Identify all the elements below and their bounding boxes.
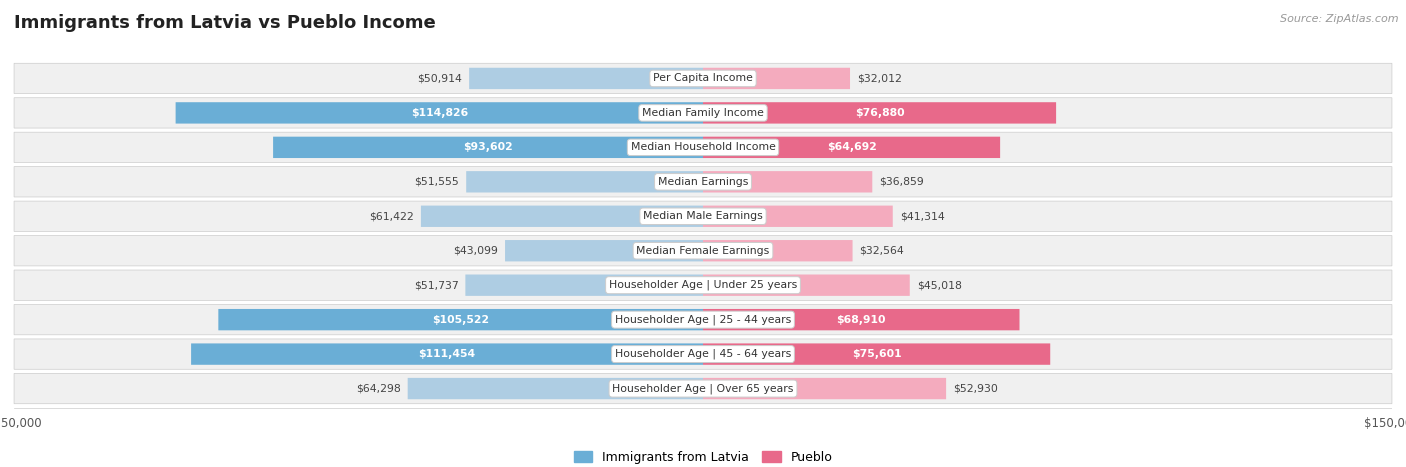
FancyBboxPatch shape bbox=[703, 275, 910, 296]
Text: $93,602: $93,602 bbox=[463, 142, 513, 152]
Text: Median Female Earnings: Median Female Earnings bbox=[637, 246, 769, 256]
FancyBboxPatch shape bbox=[14, 63, 1392, 93]
FancyBboxPatch shape bbox=[703, 240, 852, 262]
FancyBboxPatch shape bbox=[14, 201, 1392, 232]
Text: Householder Age | 25 - 44 years: Householder Age | 25 - 44 years bbox=[614, 314, 792, 325]
Text: Source: ZipAtlas.com: Source: ZipAtlas.com bbox=[1281, 14, 1399, 24]
FancyBboxPatch shape bbox=[191, 343, 703, 365]
FancyBboxPatch shape bbox=[703, 378, 946, 399]
Text: $43,099: $43,099 bbox=[453, 246, 498, 256]
FancyBboxPatch shape bbox=[703, 171, 872, 192]
FancyBboxPatch shape bbox=[703, 137, 1000, 158]
FancyBboxPatch shape bbox=[470, 68, 703, 89]
FancyBboxPatch shape bbox=[420, 205, 703, 227]
Text: Median Male Earnings: Median Male Earnings bbox=[643, 211, 763, 221]
Legend: Immigrants from Latvia, Pueblo: Immigrants from Latvia, Pueblo bbox=[568, 446, 838, 467]
FancyBboxPatch shape bbox=[14, 374, 1392, 404]
FancyBboxPatch shape bbox=[218, 309, 703, 330]
FancyBboxPatch shape bbox=[14, 167, 1392, 197]
Text: $51,555: $51,555 bbox=[415, 177, 460, 187]
Text: $64,298: $64,298 bbox=[356, 383, 401, 394]
Text: Median Earnings: Median Earnings bbox=[658, 177, 748, 187]
Text: Median Family Income: Median Family Income bbox=[643, 108, 763, 118]
FancyBboxPatch shape bbox=[14, 270, 1392, 300]
Text: $64,692: $64,692 bbox=[827, 142, 876, 152]
FancyBboxPatch shape bbox=[14, 132, 1392, 163]
Text: $76,880: $76,880 bbox=[855, 108, 904, 118]
Text: $50,914: $50,914 bbox=[418, 73, 463, 84]
Text: $51,737: $51,737 bbox=[413, 280, 458, 290]
Text: $52,930: $52,930 bbox=[953, 383, 998, 394]
FancyBboxPatch shape bbox=[703, 68, 851, 89]
Text: $105,522: $105,522 bbox=[432, 315, 489, 325]
FancyBboxPatch shape bbox=[703, 309, 1019, 330]
FancyBboxPatch shape bbox=[14, 304, 1392, 335]
Text: Per Capita Income: Per Capita Income bbox=[652, 73, 754, 84]
FancyBboxPatch shape bbox=[14, 98, 1392, 128]
Text: $111,454: $111,454 bbox=[419, 349, 475, 359]
Text: Householder Age | Under 25 years: Householder Age | Under 25 years bbox=[609, 280, 797, 290]
Text: $68,910: $68,910 bbox=[837, 315, 886, 325]
FancyBboxPatch shape bbox=[703, 102, 1056, 124]
Text: Householder Age | Over 65 years: Householder Age | Over 65 years bbox=[612, 383, 794, 394]
Text: $45,018: $45,018 bbox=[917, 280, 962, 290]
Text: $61,422: $61,422 bbox=[370, 211, 413, 221]
FancyBboxPatch shape bbox=[505, 240, 703, 262]
Text: $32,564: $32,564 bbox=[859, 246, 904, 256]
Text: $41,314: $41,314 bbox=[900, 211, 945, 221]
Text: $75,601: $75,601 bbox=[852, 349, 901, 359]
FancyBboxPatch shape bbox=[408, 378, 703, 399]
FancyBboxPatch shape bbox=[273, 137, 703, 158]
FancyBboxPatch shape bbox=[176, 102, 703, 124]
FancyBboxPatch shape bbox=[14, 235, 1392, 266]
FancyBboxPatch shape bbox=[467, 171, 703, 192]
FancyBboxPatch shape bbox=[703, 343, 1050, 365]
Text: Median Household Income: Median Household Income bbox=[630, 142, 776, 152]
Text: Immigrants from Latvia vs Pueblo Income: Immigrants from Latvia vs Pueblo Income bbox=[14, 14, 436, 32]
Text: Householder Age | 45 - 64 years: Householder Age | 45 - 64 years bbox=[614, 349, 792, 359]
Text: $114,826: $114,826 bbox=[411, 108, 468, 118]
Text: $32,012: $32,012 bbox=[856, 73, 901, 84]
FancyBboxPatch shape bbox=[703, 205, 893, 227]
FancyBboxPatch shape bbox=[14, 339, 1392, 369]
Text: $36,859: $36,859 bbox=[879, 177, 924, 187]
FancyBboxPatch shape bbox=[465, 275, 703, 296]
